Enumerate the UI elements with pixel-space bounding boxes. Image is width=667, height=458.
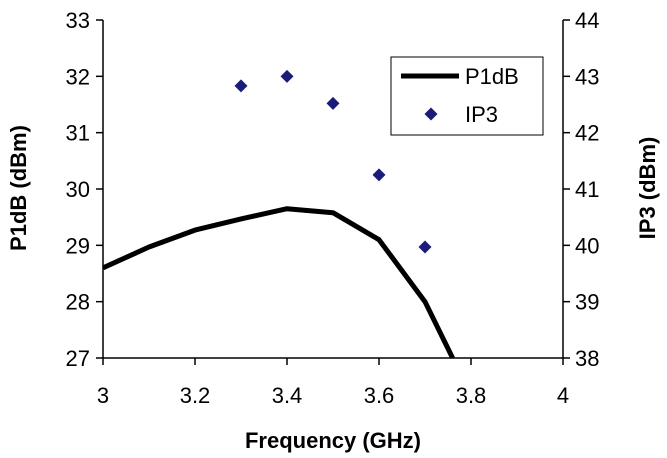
ip3-diamond-marker [326,96,340,110]
ip3-diamond-marker [418,240,432,254]
y-tick-label: 33 [66,8,90,33]
x-tick-label: 3.8 [456,383,487,408]
y2-tick-label: 42 [575,121,599,146]
y-tick-label: 28 [66,290,90,315]
ticks: 27 28 29 30 31 32 33 38 39 40 41 42 43 44 3 3.2 3.4 3.6 3.… [66,8,600,408]
y-axis-title: P1dB (dBm) [6,125,31,251]
x-tick-label: 4 [557,383,569,408]
ip3-diamond-marker [372,168,386,182]
legend-box [390,56,544,136]
y-tick-label: 32 [66,64,90,89]
y2-tick-label: 39 [575,290,599,315]
ip3-diamond-marker [234,79,248,93]
y2-tick-label: 41 [575,177,599,202]
legend: P1dB IP3 [390,56,544,136]
y-tick-label: 29 [66,233,90,258]
y2-tick-label: 43 [575,64,599,89]
series-line-p1db [103,206,455,358]
x-tick-label: 3 [97,383,109,408]
y-tick-label: 31 [66,121,90,146]
x-tick-label: 3.6 [364,383,395,408]
legend-label-ip3: IP3 [465,102,498,127]
x-tick-label: 3.4 [272,383,303,408]
x-axis-title: Frequency (GHz) [245,428,421,453]
y2-tick-label: 40 [575,233,599,258]
y-tick-label: 27 [66,346,90,371]
y2-axis-title: IP3 (dBm) [635,137,660,240]
x-tick-label: 3.2 [180,383,211,408]
y2-tick-label: 44 [575,8,599,33]
legend-label-p1db: P1dB [465,64,519,89]
y2-tick-label: 38 [575,346,599,371]
legend-diamond-swatch [424,107,438,121]
ip3-diamond-marker [280,69,294,83]
y-tick-label: 30 [66,177,90,202]
plot-series [103,69,455,358]
